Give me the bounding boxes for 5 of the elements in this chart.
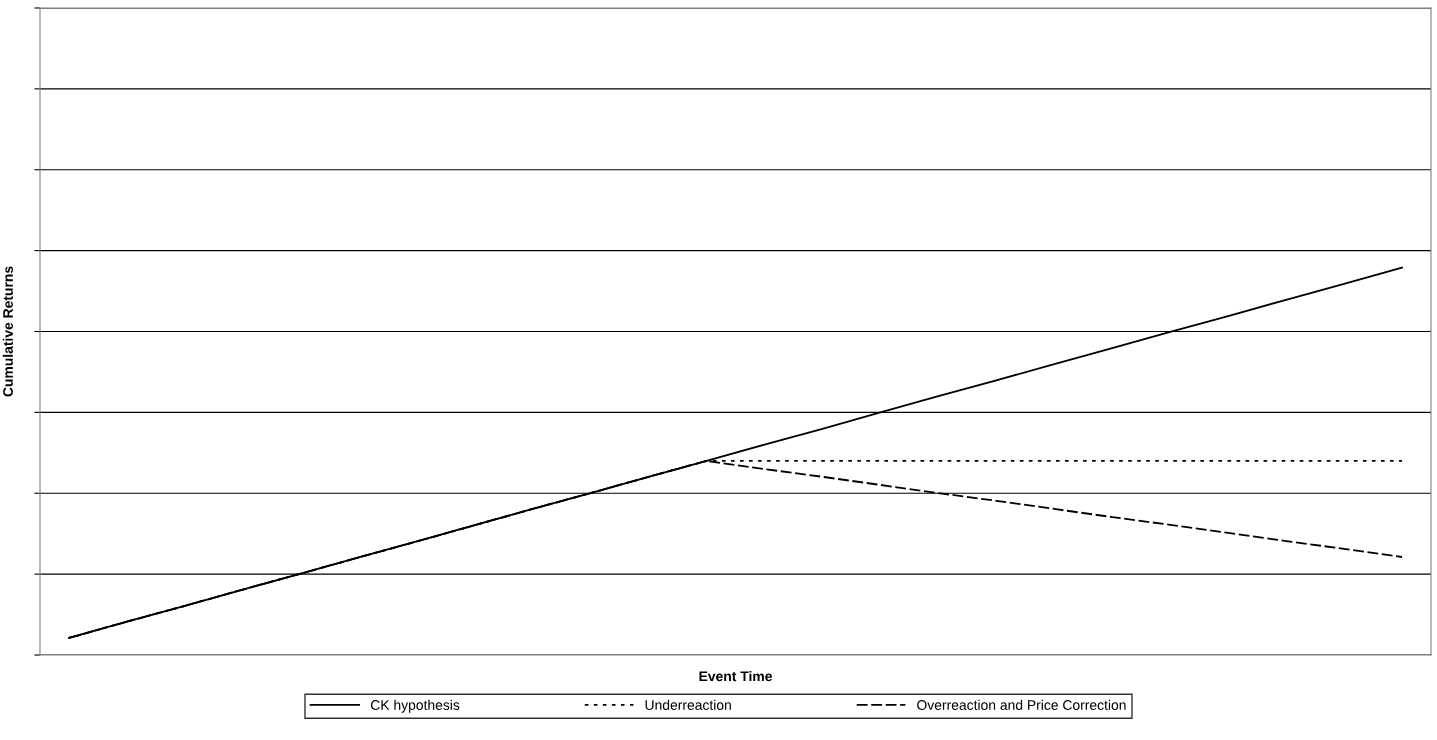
legend-label: Underreaction <box>645 699 731 710</box>
legend-label: Overreaction and Price Correction <box>917 699 1126 710</box>
y-axis-title: Cumulative Returns <box>2 266 13 397</box>
x-axis-title: Event Time <box>699 670 772 682</box>
legend-label: CK hypothesis <box>370 699 460 713</box>
